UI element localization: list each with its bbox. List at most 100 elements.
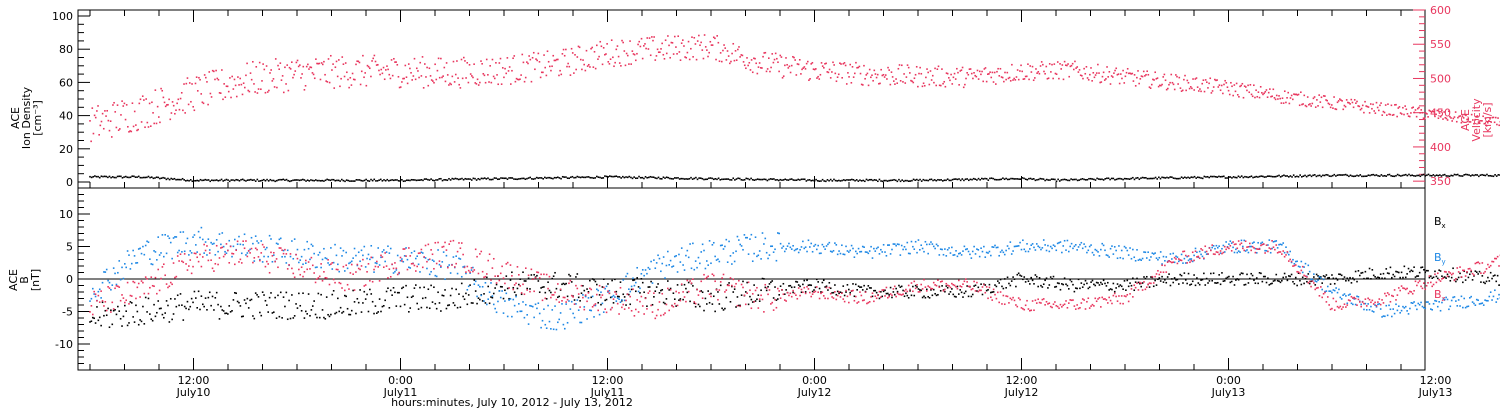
data-point: [162, 176, 164, 179]
data-point: [1089, 177, 1092, 180]
data-point: [189, 250, 192, 252]
data-point: [722, 248, 725, 250]
data-point: [1409, 270, 1411, 273]
data-point: [550, 69, 552, 72]
data-point: [193, 290, 196, 293]
data-point: [1363, 111, 1365, 114]
data-point: [1289, 275, 1291, 278]
data-point: [409, 179, 411, 182]
data-point: [334, 179, 337, 182]
data-point: [1488, 280, 1491, 282]
data-point: [671, 266, 673, 268]
data-point: [239, 243, 242, 246]
data-point: [740, 54, 743, 56]
data-point: [1107, 177, 1110, 180]
data-point: [1377, 175, 1379, 177]
data-point: [1271, 175, 1274, 178]
data-point: [1272, 280, 1275, 282]
data-point: [776, 57, 778, 60]
data-point: [626, 176, 629, 179]
data-point: [256, 178, 259, 181]
data-point: [750, 59, 753, 61]
data-point: [243, 86, 246, 89]
data-point: [1490, 121, 1492, 123]
data-point: [345, 251, 347, 254]
data-point: [964, 178, 967, 181]
data-point: [309, 258, 311, 261]
data-point: [1032, 79, 1035, 82]
data-point: [684, 56, 686, 58]
data-point: [174, 236, 176, 238]
data-point: [196, 307, 199, 309]
data-point: [865, 178, 868, 181]
data-point: [1430, 275, 1432, 277]
data-point: [1246, 273, 1248, 276]
data-point: [384, 260, 386, 263]
data-point: [1497, 117, 1499, 119]
data-point: [1111, 76, 1114, 78]
data-point: [349, 180, 351, 182]
data-point: [1394, 104, 1396, 106]
data-point: [531, 178, 533, 180]
data-point: [693, 177, 696, 180]
data-point: [1370, 174, 1373, 176]
data-point: [1193, 274, 1195, 276]
data-point: [1232, 275, 1234, 278]
data-point: [512, 57, 514, 60]
data-point: [660, 289, 662, 292]
data-point: [263, 255, 265, 258]
data-point: [1129, 282, 1131, 284]
data-point: [1455, 280, 1457, 283]
data-point: [389, 289, 392, 292]
data-point: [699, 305, 701, 308]
data-point: [1452, 267, 1454, 270]
data-point: [370, 75, 372, 78]
data-point: [267, 311, 270, 313]
data-point: [904, 179, 907, 182]
data-point: [338, 310, 341, 313]
data-point: [1481, 120, 1483, 122]
data-point: [445, 62, 448, 64]
data-point: [1275, 273, 1278, 276]
data-point: [583, 176, 585, 179]
data-point: [265, 65, 268, 67]
data-point: [364, 72, 366, 74]
data-point: [1292, 280, 1294, 283]
data-point: [996, 280, 999, 282]
data-point: [1484, 282, 1486, 285]
data-point: [1387, 103, 1389, 105]
data-point: [1463, 174, 1466, 176]
data-point: [252, 60, 254, 63]
data-point: [1432, 276, 1435, 279]
data-point: [199, 308, 201, 311]
data-point: [1262, 93, 1264, 96]
data-point: [852, 76, 855, 78]
data-point: [341, 255, 343, 257]
data-point: [983, 68, 986, 70]
data-point: [284, 179, 286, 181]
data-point: [749, 69, 752, 71]
data-point: [669, 177, 671, 180]
data-point: [1212, 86, 1215, 88]
data-point: [1340, 99, 1342, 101]
data-point: [904, 82, 907, 84]
data-point: [373, 178, 376, 181]
data-point: [924, 296, 927, 299]
data-point: [126, 176, 129, 179]
data-point: [917, 85, 919, 88]
data-point: [509, 298, 512, 300]
data-point: [967, 295, 970, 298]
data-point: [135, 262, 137, 264]
data-point: [142, 305, 144, 308]
data-point: [1138, 178, 1141, 181]
data-point: [1124, 75, 1127, 78]
data-point: [1109, 288, 1112, 290]
data-point: [115, 283, 118, 286]
data-point: [1135, 177, 1137, 179]
data-point: [1441, 109, 1443, 112]
data-point: [689, 243, 691, 245]
data-point: [747, 253, 750, 255]
data-point: [313, 179, 315, 182]
data-point: [625, 304, 627, 306]
data-point: [393, 57, 395, 60]
